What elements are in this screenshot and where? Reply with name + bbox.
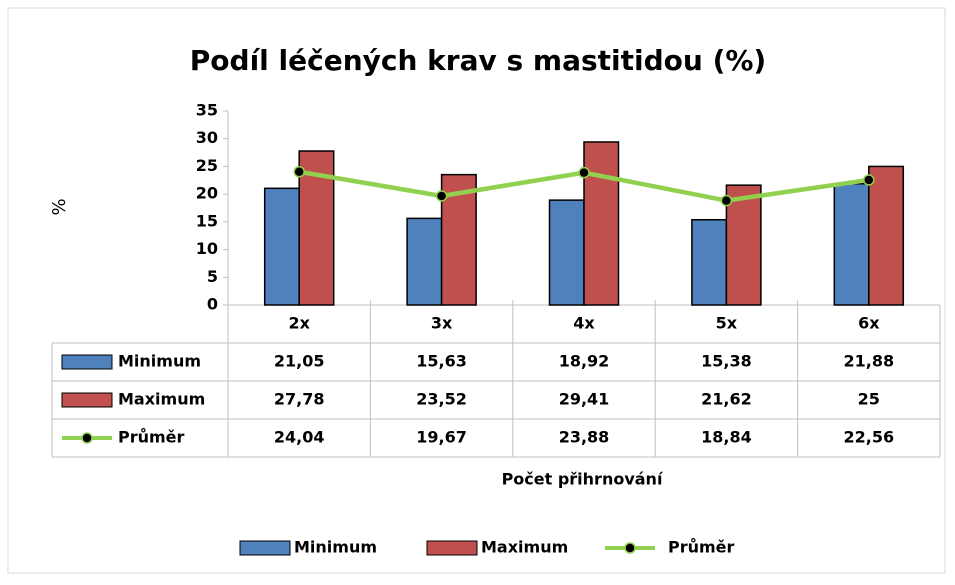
- bar: [868, 165, 905, 306]
- x-axis-label: Počet přihrnování: [502, 470, 664, 489]
- bar: [833, 182, 870, 306]
- x-tick-label: 3x: [431, 314, 453, 333]
- y-tick-label: 0: [207, 295, 218, 314]
- table-cell: 25: [858, 390, 880, 409]
- table-cell: 29,41: [559, 390, 610, 409]
- table-row-header: Maximum: [118, 390, 205, 409]
- y-tick-label: 30: [196, 128, 218, 147]
- x-tick-label: 5x: [716, 314, 738, 333]
- table-cell: 21,88: [843, 352, 894, 371]
- y-tick-label: 10: [196, 239, 218, 258]
- legend-label: Maximum: [481, 538, 568, 557]
- marker: [863, 174, 875, 186]
- table-cell: 23,52: [416, 390, 467, 409]
- marker: [293, 165, 305, 178]
- table-cell: 21,05: [274, 352, 325, 371]
- table-cell: 18,92: [559, 352, 610, 371]
- marker: [720, 194, 733, 207]
- bar: [691, 219, 728, 306]
- table-legend-key-marker: [81, 432, 93, 444]
- table-row-header: Minimum: [118, 352, 201, 371]
- marker: [578, 166, 590, 179]
- table-cell: 27,78: [274, 390, 325, 409]
- legend-label: Minimum: [294, 538, 377, 557]
- y-tick-label: 20: [196, 184, 218, 203]
- table-cell: 18,84: [701, 428, 752, 447]
- y-axis-label: %: [49, 198, 70, 215]
- table-cell: 15,63: [416, 352, 467, 371]
- legend-label: Průměr: [668, 538, 735, 557]
- bar: [406, 217, 443, 306]
- chart-title: Podíl léčených krav s mastitidou (%): [190, 44, 766, 77]
- x-tick-label: 6x: [858, 314, 880, 333]
- x-tick-label: 4x: [573, 314, 595, 333]
- table-cell: 15,38: [701, 352, 752, 371]
- bar: [263, 187, 300, 306]
- legend-key-swatch: [426, 540, 478, 556]
- y-tick-label: 15: [196, 211, 218, 230]
- bar: [548, 199, 585, 306]
- y-tick-label: 25: [196, 156, 218, 175]
- table-cell: 23,88: [559, 428, 610, 447]
- x-tick-label: 2x: [288, 314, 310, 333]
- table-legend-key-swatch: [61, 354, 113, 370]
- table-cell: 21,62: [701, 390, 752, 409]
- y-tick-label: 5: [207, 267, 218, 286]
- table-cell: 22,56: [843, 428, 894, 447]
- y-tick-label: 35: [196, 101, 218, 120]
- table-cell: 19,67: [416, 428, 467, 447]
- bar: [725, 184, 762, 306]
- table-legend-key-swatch: [61, 392, 113, 408]
- bar: [583, 141, 620, 306]
- marker: [435, 190, 448, 202]
- legend-key-marker: [624, 542, 636, 554]
- table-cell: 24,04: [274, 428, 325, 447]
- legend-key-swatch: [239, 540, 291, 556]
- table-row-header: Průměr: [118, 428, 185, 447]
